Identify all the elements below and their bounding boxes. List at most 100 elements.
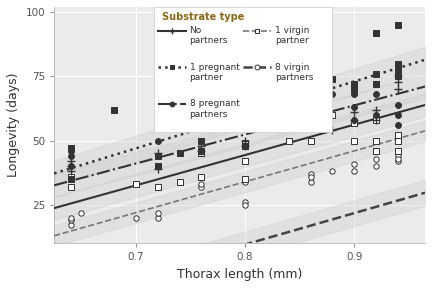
Text: 1 virgin
partner: 1 virgin partner	[275, 26, 309, 45]
Point	[133, 215, 140, 220]
Point	[67, 177, 74, 181]
Point	[394, 138, 401, 143]
Point	[67, 159, 74, 164]
Point	[67, 174, 74, 179]
Point	[241, 138, 248, 143]
Point	[241, 179, 248, 184]
Point	[394, 154, 401, 158]
Point	[394, 74, 401, 79]
Point	[67, 185, 74, 189]
Point	[394, 23, 401, 27]
Point	[67, 215, 74, 220]
Text: 8 pregnant
partners: 8 pregnant partners	[190, 99, 239, 119]
Point	[372, 156, 379, 161]
Text: 1 pregnant
partner: 1 pregnant partner	[190, 62, 239, 82]
Point	[372, 149, 379, 153]
Point	[394, 156, 401, 161]
Point	[198, 138, 205, 143]
Point	[351, 92, 358, 97]
Point	[372, 82, 379, 86]
Point	[176, 179, 183, 184]
Y-axis label: Longevity (days): Longevity (days)	[7, 73, 20, 177]
Text: No
partners: No partners	[190, 26, 228, 45]
Text: 8 virgin
partners: 8 virgin partners	[275, 62, 313, 82]
Point	[154, 138, 161, 143]
Point	[241, 143, 248, 148]
Point	[241, 61, 248, 66]
Point	[351, 118, 358, 122]
Point	[372, 164, 379, 169]
Point	[67, 164, 74, 169]
Point	[198, 149, 205, 153]
Point	[154, 164, 161, 169]
Point	[307, 87, 314, 92]
Point	[351, 110, 358, 115]
X-axis label: Thorax length (mm): Thorax length (mm)	[177, 268, 302, 281]
Point	[198, 143, 205, 148]
Point	[285, 102, 292, 107]
Point	[351, 118, 358, 122]
Point	[394, 61, 401, 66]
Point	[67, 164, 74, 169]
Point	[154, 215, 161, 220]
Point	[394, 79, 401, 84]
Text: Substrate type: Substrate type	[162, 12, 244, 22]
Point	[329, 113, 336, 117]
Point	[154, 185, 161, 189]
Point	[154, 154, 161, 158]
Point	[241, 177, 248, 181]
Point	[154, 151, 161, 156]
Point	[198, 149, 205, 153]
Point	[198, 151, 205, 156]
Point	[307, 113, 314, 117]
Point	[351, 162, 358, 166]
Point	[351, 87, 358, 92]
Point	[67, 218, 74, 223]
Point	[394, 133, 401, 138]
Point	[307, 102, 314, 107]
Point	[154, 210, 161, 215]
Point	[307, 174, 314, 179]
Point	[351, 138, 358, 143]
Point	[241, 159, 248, 164]
Point	[329, 169, 336, 174]
Point	[394, 149, 401, 153]
Point	[351, 82, 358, 86]
Point	[154, 167, 161, 171]
Point	[198, 126, 205, 130]
FancyBboxPatch shape	[154, 7, 332, 132]
Point	[394, 102, 401, 107]
Point	[351, 105, 358, 109]
Point	[307, 179, 314, 184]
Point	[241, 202, 248, 207]
Point	[111, 107, 118, 112]
Point	[394, 87, 401, 92]
Point	[241, 200, 248, 205]
Point	[133, 182, 140, 187]
Point	[154, 164, 161, 169]
Point	[67, 146, 74, 151]
Point	[198, 149, 205, 153]
Point	[67, 154, 74, 158]
Point	[241, 118, 248, 122]
Point	[307, 138, 314, 143]
Point	[307, 126, 314, 130]
Point	[329, 92, 336, 97]
Point	[307, 92, 314, 97]
Point	[351, 169, 358, 174]
Point	[394, 113, 401, 117]
Point	[372, 113, 379, 117]
Point	[241, 105, 248, 109]
Point	[307, 97, 314, 102]
Point	[307, 123, 314, 128]
Point	[67, 169, 74, 174]
Point	[372, 30, 379, 35]
Point	[329, 77, 336, 81]
Point	[329, 128, 336, 133]
Point	[394, 74, 401, 79]
Point	[241, 141, 248, 145]
Point	[372, 138, 379, 143]
Point	[372, 107, 379, 112]
Point	[67, 149, 74, 153]
Point	[198, 185, 205, 189]
